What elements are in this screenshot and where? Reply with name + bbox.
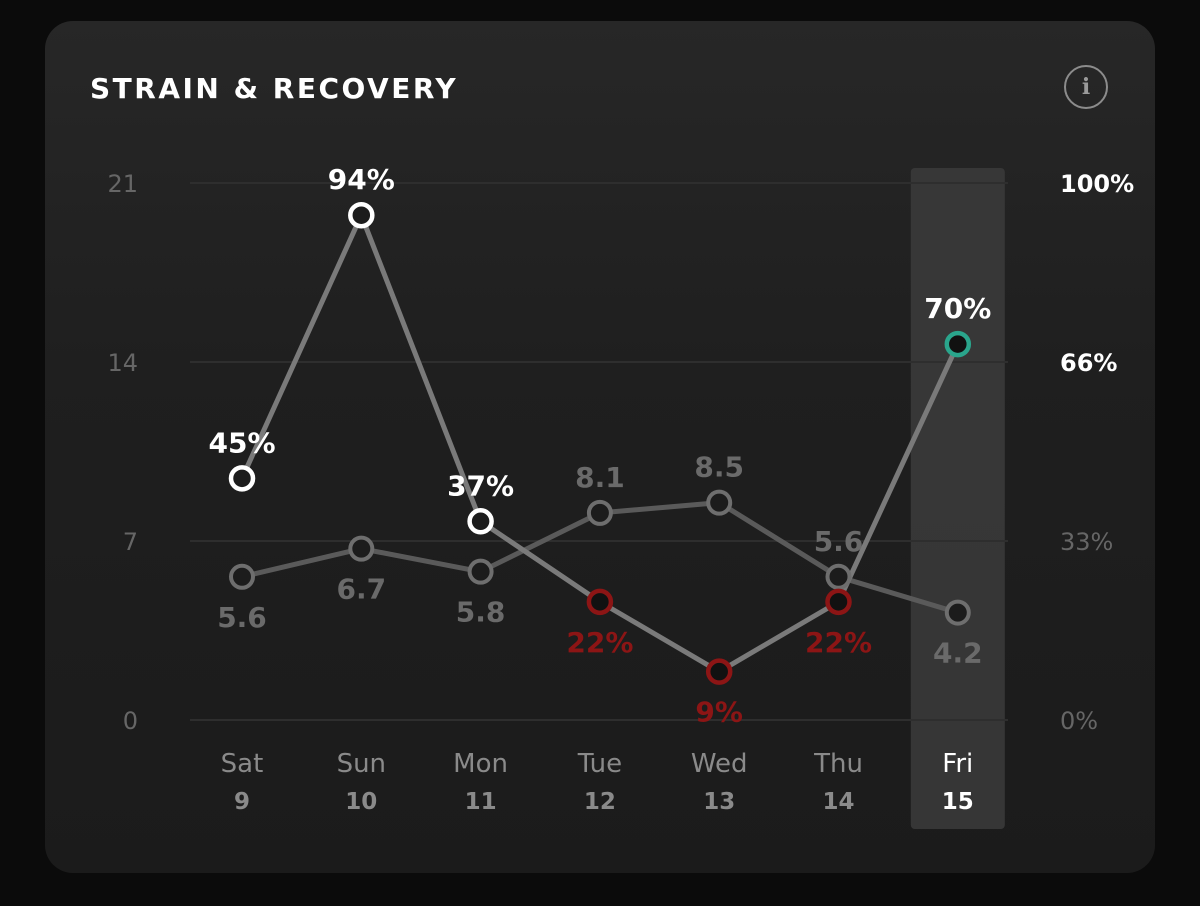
x-axis-day-label: Thu [813,749,863,779]
strain-point [586,499,613,526]
strain-point [348,535,375,562]
left-axis-tick: 7 [123,528,138,556]
x-axis-date-label: 12 [584,789,616,815]
strain-data-label: 6.7 [336,573,386,606]
x-axis-day-label: Wed [691,749,748,779]
recovery-data-label: 22% [805,626,872,659]
recovery-point [228,465,256,492]
left-axis-tick: 0 [123,707,138,735]
strain-data-label: 5.6 [217,601,267,634]
left-axis-tick: 14 [107,349,138,377]
x-axis-day-label: Tue [577,749,622,779]
x-axis-date-label: 11 [465,789,497,815]
recovery-point [825,588,852,616]
recovery-point [944,330,972,358]
x-axis-day-label: Mon [453,749,508,779]
x-axis-date-label: 13 [703,789,735,815]
strain-point [706,489,733,516]
recovery-point [467,508,494,535]
x-axis-day-label: Sat [221,749,264,779]
x-axis-day-label: Sun [337,749,386,779]
right-axis-tick: 0% [1060,707,1098,735]
strain-data-label: 8.5 [694,451,744,484]
strain-point [944,599,971,626]
strain-data-label: 5.6 [814,525,864,558]
left-axis-tick: 21 [107,170,138,198]
info-icon[interactable]: i [1064,65,1108,109]
recovery-point [586,588,614,616]
strain-point [825,563,852,590]
strain-data-label: 4.2 [933,637,983,670]
right-axis-tick: 100% [1060,170,1134,198]
x-axis-date-label: 14 [822,789,854,815]
strain-data-label: 8.1 [575,461,625,494]
strain-point [467,558,494,585]
recovery-data-label: 94% [328,163,395,196]
card-title: STRAIN & RECOVERY [90,72,459,105]
x-axis-date-label: 9 [234,789,250,815]
x-axis-day-label: Fri [942,749,973,779]
recovery-data-label: 9% [695,696,743,729]
recovery-data-label: 45% [208,426,275,459]
recovery-point [348,201,375,229]
right-axis-tick: 33% [1060,528,1113,556]
recovery-point [705,658,733,685]
right-axis-tick: 66% [1060,349,1117,377]
recovery-data-label: 22% [566,626,633,659]
strain-data-label: 5.8 [456,596,506,629]
recovery-data-label: 70% [924,292,991,325]
highlight-band [910,168,1005,829]
x-axis-date-label: 10 [345,789,377,815]
recovery-data-label: 37% [447,469,514,502]
x-axis-date-label: 15 [942,789,974,815]
strain-point [229,563,255,590]
